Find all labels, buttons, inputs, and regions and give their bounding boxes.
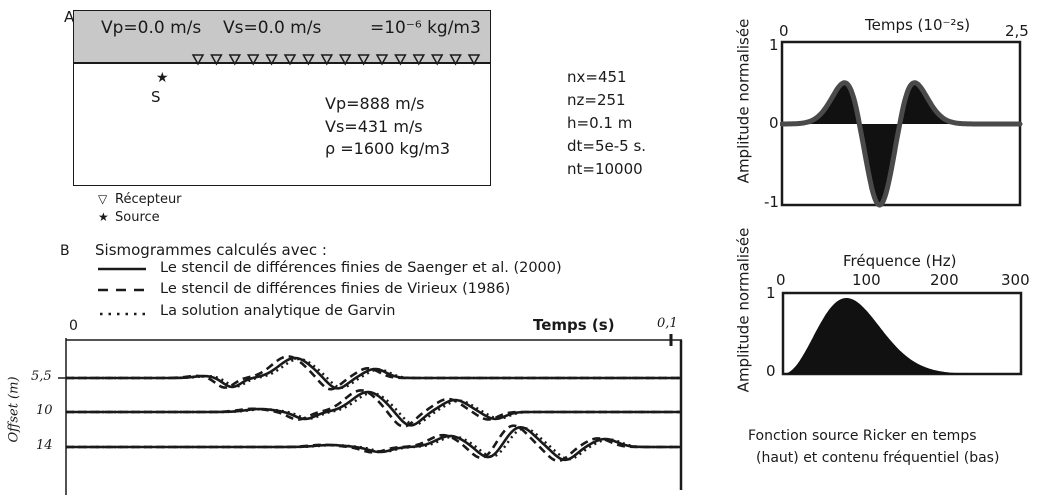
receiver-icon bbox=[449, 54, 462, 66]
param-dt: dt=5e-5 s. bbox=[567, 137, 647, 155]
time-x-start: 0 bbox=[779, 22, 789, 40]
receiver-array bbox=[191, 54, 481, 66]
legend-receiver-label: Récepteur bbox=[115, 192, 182, 207]
ricker-time-plot bbox=[780, 40, 1023, 208]
receiver-icon bbox=[228, 54, 242, 66]
trace-saenger bbox=[66, 356, 681, 390]
receiver-icon bbox=[265, 54, 278, 66]
receiver-icon bbox=[246, 54, 260, 66]
param-nz: nz=251 bbox=[567, 91, 626, 109]
legend-dashed-label: Le stencil de différences finies de Viri… bbox=[160, 281, 511, 297]
trace-virieux bbox=[66, 424, 681, 463]
time-ytick-1: 1 bbox=[769, 36, 779, 54]
source-star-icon: ★ bbox=[156, 70, 169, 86]
time-x-end: 2,5 bbox=[1005, 22, 1029, 40]
legend-solid-line bbox=[98, 267, 146, 271]
receiver-icon bbox=[302, 54, 315, 66]
legend-dotted-label: La solution analytique de Garvin bbox=[160, 303, 396, 319]
trace-virieux bbox=[66, 355, 681, 391]
trace-virieux bbox=[66, 389, 681, 428]
layer1-rho: =10⁻⁶ kg/m3 bbox=[370, 18, 481, 38]
panel-a-label: A bbox=[64, 8, 75, 26]
layer2-vp: Vp=888 m/s bbox=[325, 94, 425, 113]
legend-solid-label: Le stencil de différences finies de Saen… bbox=[160, 260, 562, 276]
model-box bbox=[73, 10, 491, 186]
panel-b-title: Sismogrammes calculés avec : bbox=[95, 241, 327, 259]
caption-line-1: Fonction source Ricker en temps bbox=[748, 428, 977, 444]
offset-label-3: 14 bbox=[36, 438, 53, 453]
legend-receiver-icon: ▽ bbox=[98, 192, 108, 206]
seis-x-start: 0 bbox=[69, 318, 78, 334]
trace-garvin bbox=[66, 391, 681, 426]
receiver-icon bbox=[320, 54, 334, 66]
seismogram-plot bbox=[58, 334, 683, 495]
legend-source-label: Source bbox=[115, 210, 160, 225]
receiver-icon bbox=[394, 54, 407, 66]
receiver-icon bbox=[210, 54, 223, 66]
legend-dashed-line bbox=[98, 288, 146, 292]
receiver-icon bbox=[412, 54, 426, 66]
parameter-list: nx=451 nz=251 h=0.1 m dt=5e-5 s. nt=1000… bbox=[567, 66, 646, 181]
time-ylabel: Amplitude normalisée bbox=[734, 18, 753, 184]
freq-xtick-100: 100 bbox=[852, 271, 881, 289]
caption-line-2: (haut) et contenu fréquentiel (bas) bbox=[756, 450, 1000, 466]
receiver-icon bbox=[191, 54, 205, 66]
freq-ytick-1: 1 bbox=[766, 284, 776, 302]
freq-ytick-0: 0 bbox=[766, 362, 776, 380]
receiver-icon bbox=[467, 54, 481, 66]
freq-xtick-0: 0 bbox=[776, 271, 786, 289]
freq-xlabel: Fréquence (Hz) bbox=[843, 252, 957, 270]
time-xlabel: Temps (10⁻²s) bbox=[865, 16, 971, 34]
legend-source-icon: ★ bbox=[98, 210, 109, 224]
wavelet-curve bbox=[780, 80, 1023, 208]
spectrum-fill bbox=[783, 298, 1021, 374]
trace-garvin bbox=[66, 427, 681, 461]
receiver-icon bbox=[338, 54, 352, 66]
freq-xtick-200: 200 bbox=[930, 271, 959, 289]
receiver-icon bbox=[357, 54, 370, 66]
trace-saenger bbox=[66, 425, 681, 462]
param-nt: nt=10000 bbox=[567, 160, 643, 178]
panel-b-label: B bbox=[60, 243, 70, 259]
freq-xtick-300: 300 bbox=[1001, 271, 1030, 289]
offset-label-2: 10 bbox=[36, 403, 53, 418]
receiver-icon bbox=[375, 54, 389, 66]
seis-xlabel: Temps (s) bbox=[533, 316, 615, 334]
layer2-rho: ρ =1600 kg/m3 bbox=[325, 139, 451, 158]
receiver-icon bbox=[430, 54, 444, 66]
trace-garvin bbox=[66, 357, 681, 390]
source-label: S bbox=[151, 88, 161, 106]
layer1-vp: Vp=0.0 m/s bbox=[101, 18, 202, 38]
layer2-vs: Vs=431 m/s bbox=[325, 117, 423, 136]
wavelet-fill bbox=[782, 82, 1020, 205]
param-h: h=0.1 m bbox=[567, 114, 633, 132]
time-ytick-0: 0 bbox=[769, 114, 779, 132]
time-ytick-neg1: -1 bbox=[764, 193, 779, 211]
ricker-spectrum-plot bbox=[781, 291, 1023, 376]
seis-x-end: 0,1 bbox=[657, 316, 678, 331]
param-nx: nx=451 bbox=[567, 68, 627, 86]
freq-ylabel: Amplitude normalisée bbox=[734, 227, 753, 393]
offset-label-1: 5,5 bbox=[31, 369, 52, 384]
receiver-icon bbox=[283, 54, 297, 66]
layer1-vs: Vs=0.0 m/s bbox=[223, 18, 322, 38]
legend-dotted-line bbox=[100, 312, 146, 316]
